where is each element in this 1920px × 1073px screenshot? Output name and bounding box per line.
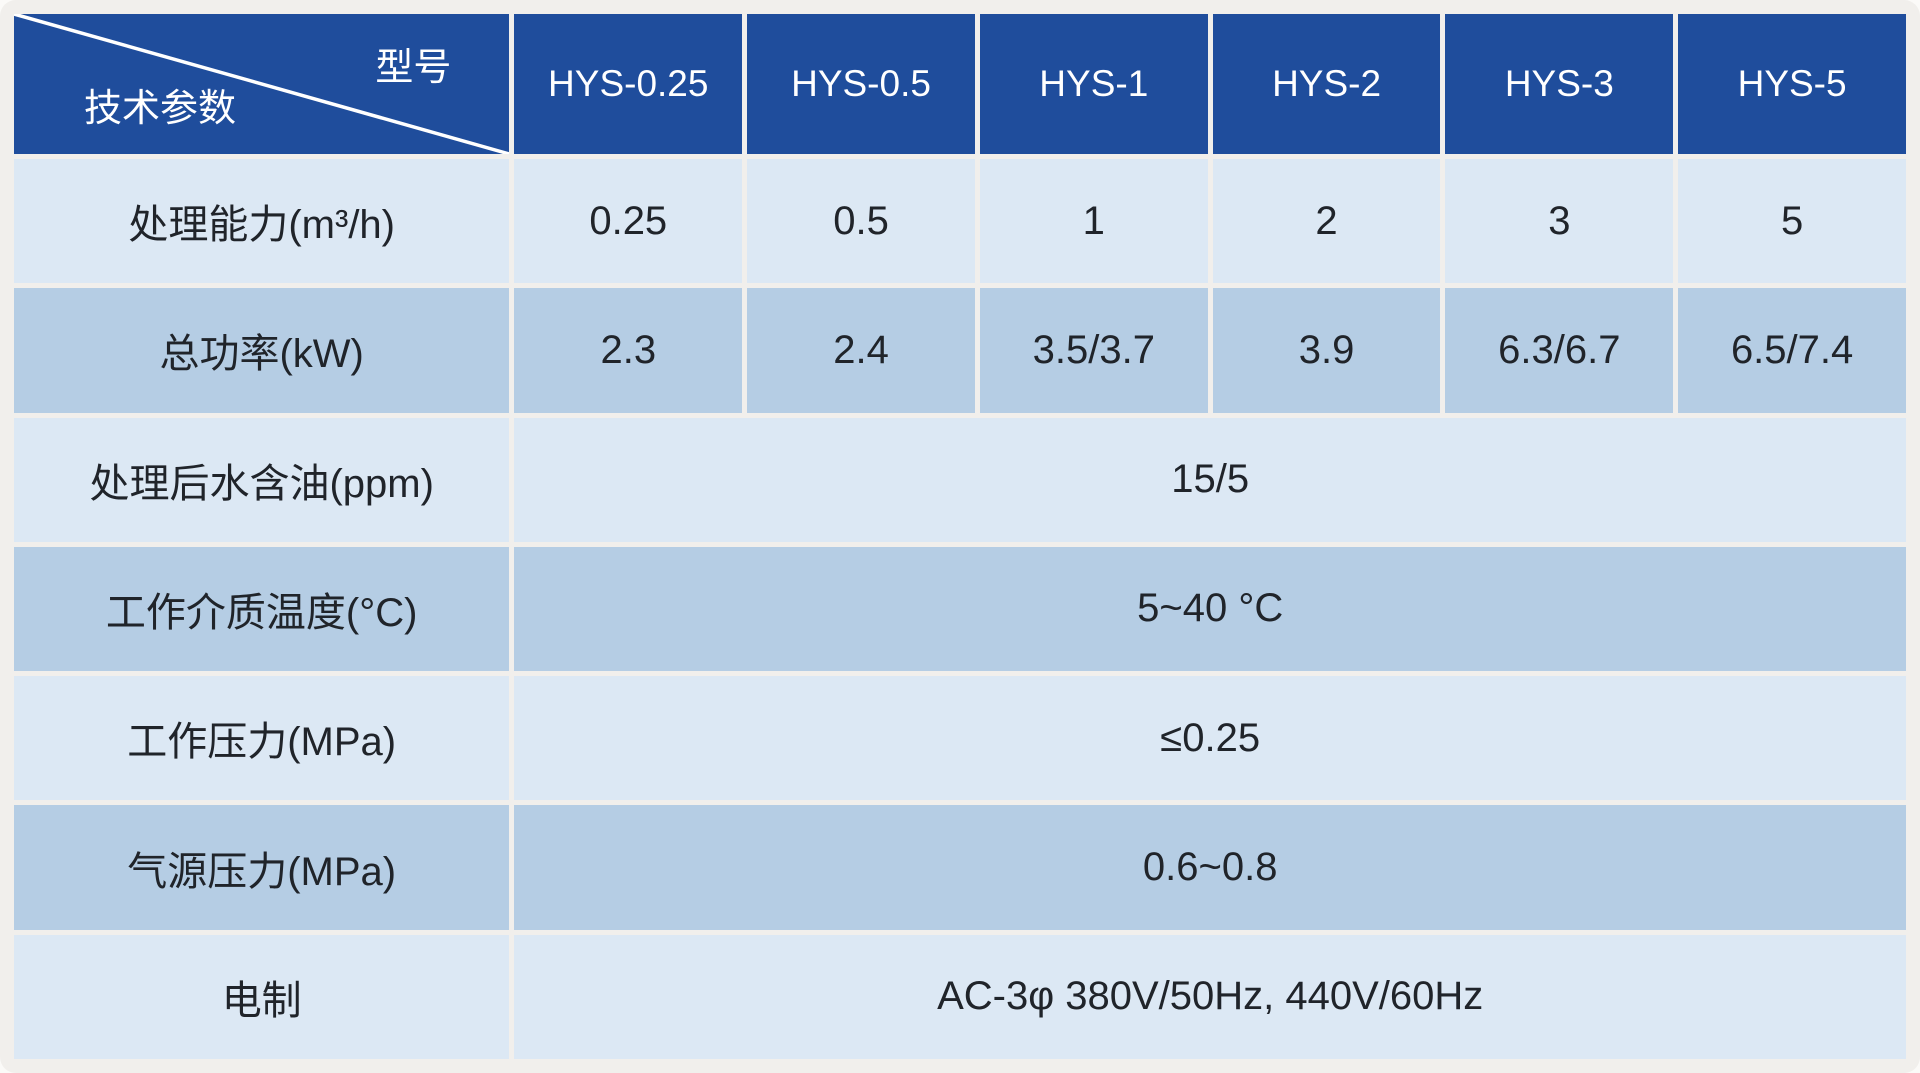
model-header: HYS-0.25 <box>514 14 743 154</box>
corner-params-label: 技术参数 <box>84 88 237 130</box>
corner-header-cell: 型号 技术参数 <box>14 14 510 154</box>
value-cell: 0.5 <box>747 159 975 284</box>
value-cell: 2.4 <box>747 288 975 413</box>
table-row: 工作介质温度(°C) 5~40 °C <box>14 546 1906 672</box>
value-cell: 3 <box>1445 159 1674 284</box>
row-label: 气源压力(MPa) <box>14 805 510 930</box>
row-label: 总功率(kW) <box>14 288 510 413</box>
row-label: 电制 <box>14 934 510 1059</box>
model-header: HYS-0.5 <box>747 14 975 154</box>
value-cell: 3.9 <box>1212 288 1441 413</box>
row-label: 处理能力(m³/h) <box>14 159 510 284</box>
model-header: HYS-3 <box>1445 14 1674 154</box>
merged-value-cell: ≤0.25 <box>514 676 1906 801</box>
value-cell: 0.25 <box>514 159 743 284</box>
value-cell: 6.3/6.7 <box>1445 288 1674 413</box>
value-cell: 2 <box>1212 159 1441 284</box>
value-cell: 6.5/7.4 <box>1678 288 1906 413</box>
table-row: 处理后水含油(ppm) 15/5 <box>14 417 1906 542</box>
spec-table: 型号 技术参数 HYS-0.25 HYS-0.5 HYS-1 HYS-2 HYS… <box>9 9 1911 1064</box>
value-cell: 3.5/3.7 <box>979 288 1208 413</box>
table-row: 处理能力(m³/h) 0.25 0.5 1 2 3 5 <box>14 159 1906 284</box>
diagonal-line <box>14 14 509 154</box>
row-label: 工作介质温度(°C) <box>14 546 510 672</box>
table-row: 气源压力(MPa) 0.6~0.8 <box>14 805 1906 930</box>
merged-value-cell: 0.6~0.8 <box>514 805 1906 930</box>
merged-value-cell: 5~40 °C <box>514 546 1906 672</box>
model-header: HYS-5 <box>1678 14 1906 154</box>
model-header: HYS-1 <box>979 14 1208 154</box>
merged-value-cell: AC-3φ 380V/50Hz, 440V/60Hz <box>514 934 1906 1059</box>
value-cell: 5 <box>1678 159 1906 284</box>
model-header: HYS-2 <box>1212 14 1441 154</box>
row-label: 工作压力(MPa) <box>14 676 510 801</box>
table-row: 工作压力(MPa) ≤0.25 <box>14 676 1906 801</box>
header-row: 型号 技术参数 HYS-0.25 HYS-0.5 HYS-1 HYS-2 HYS… <box>14 14 1906 154</box>
table-row: 总功率(kW) 2.3 2.4 3.5/3.7 3.9 6.3/6.7 6.5/… <box>14 288 1906 413</box>
value-cell: 2.3 <box>514 288 743 413</box>
merged-value-cell: 15/5 <box>514 417 1906 542</box>
value-cell: 1 <box>979 159 1208 284</box>
row-label: 处理后水含油(ppm) <box>14 417 510 542</box>
table-row: 电制 AC-3φ 380V/50Hz, 440V/60Hz <box>14 934 1906 1059</box>
corner-model-label: 型号 <box>375 47 452 89</box>
